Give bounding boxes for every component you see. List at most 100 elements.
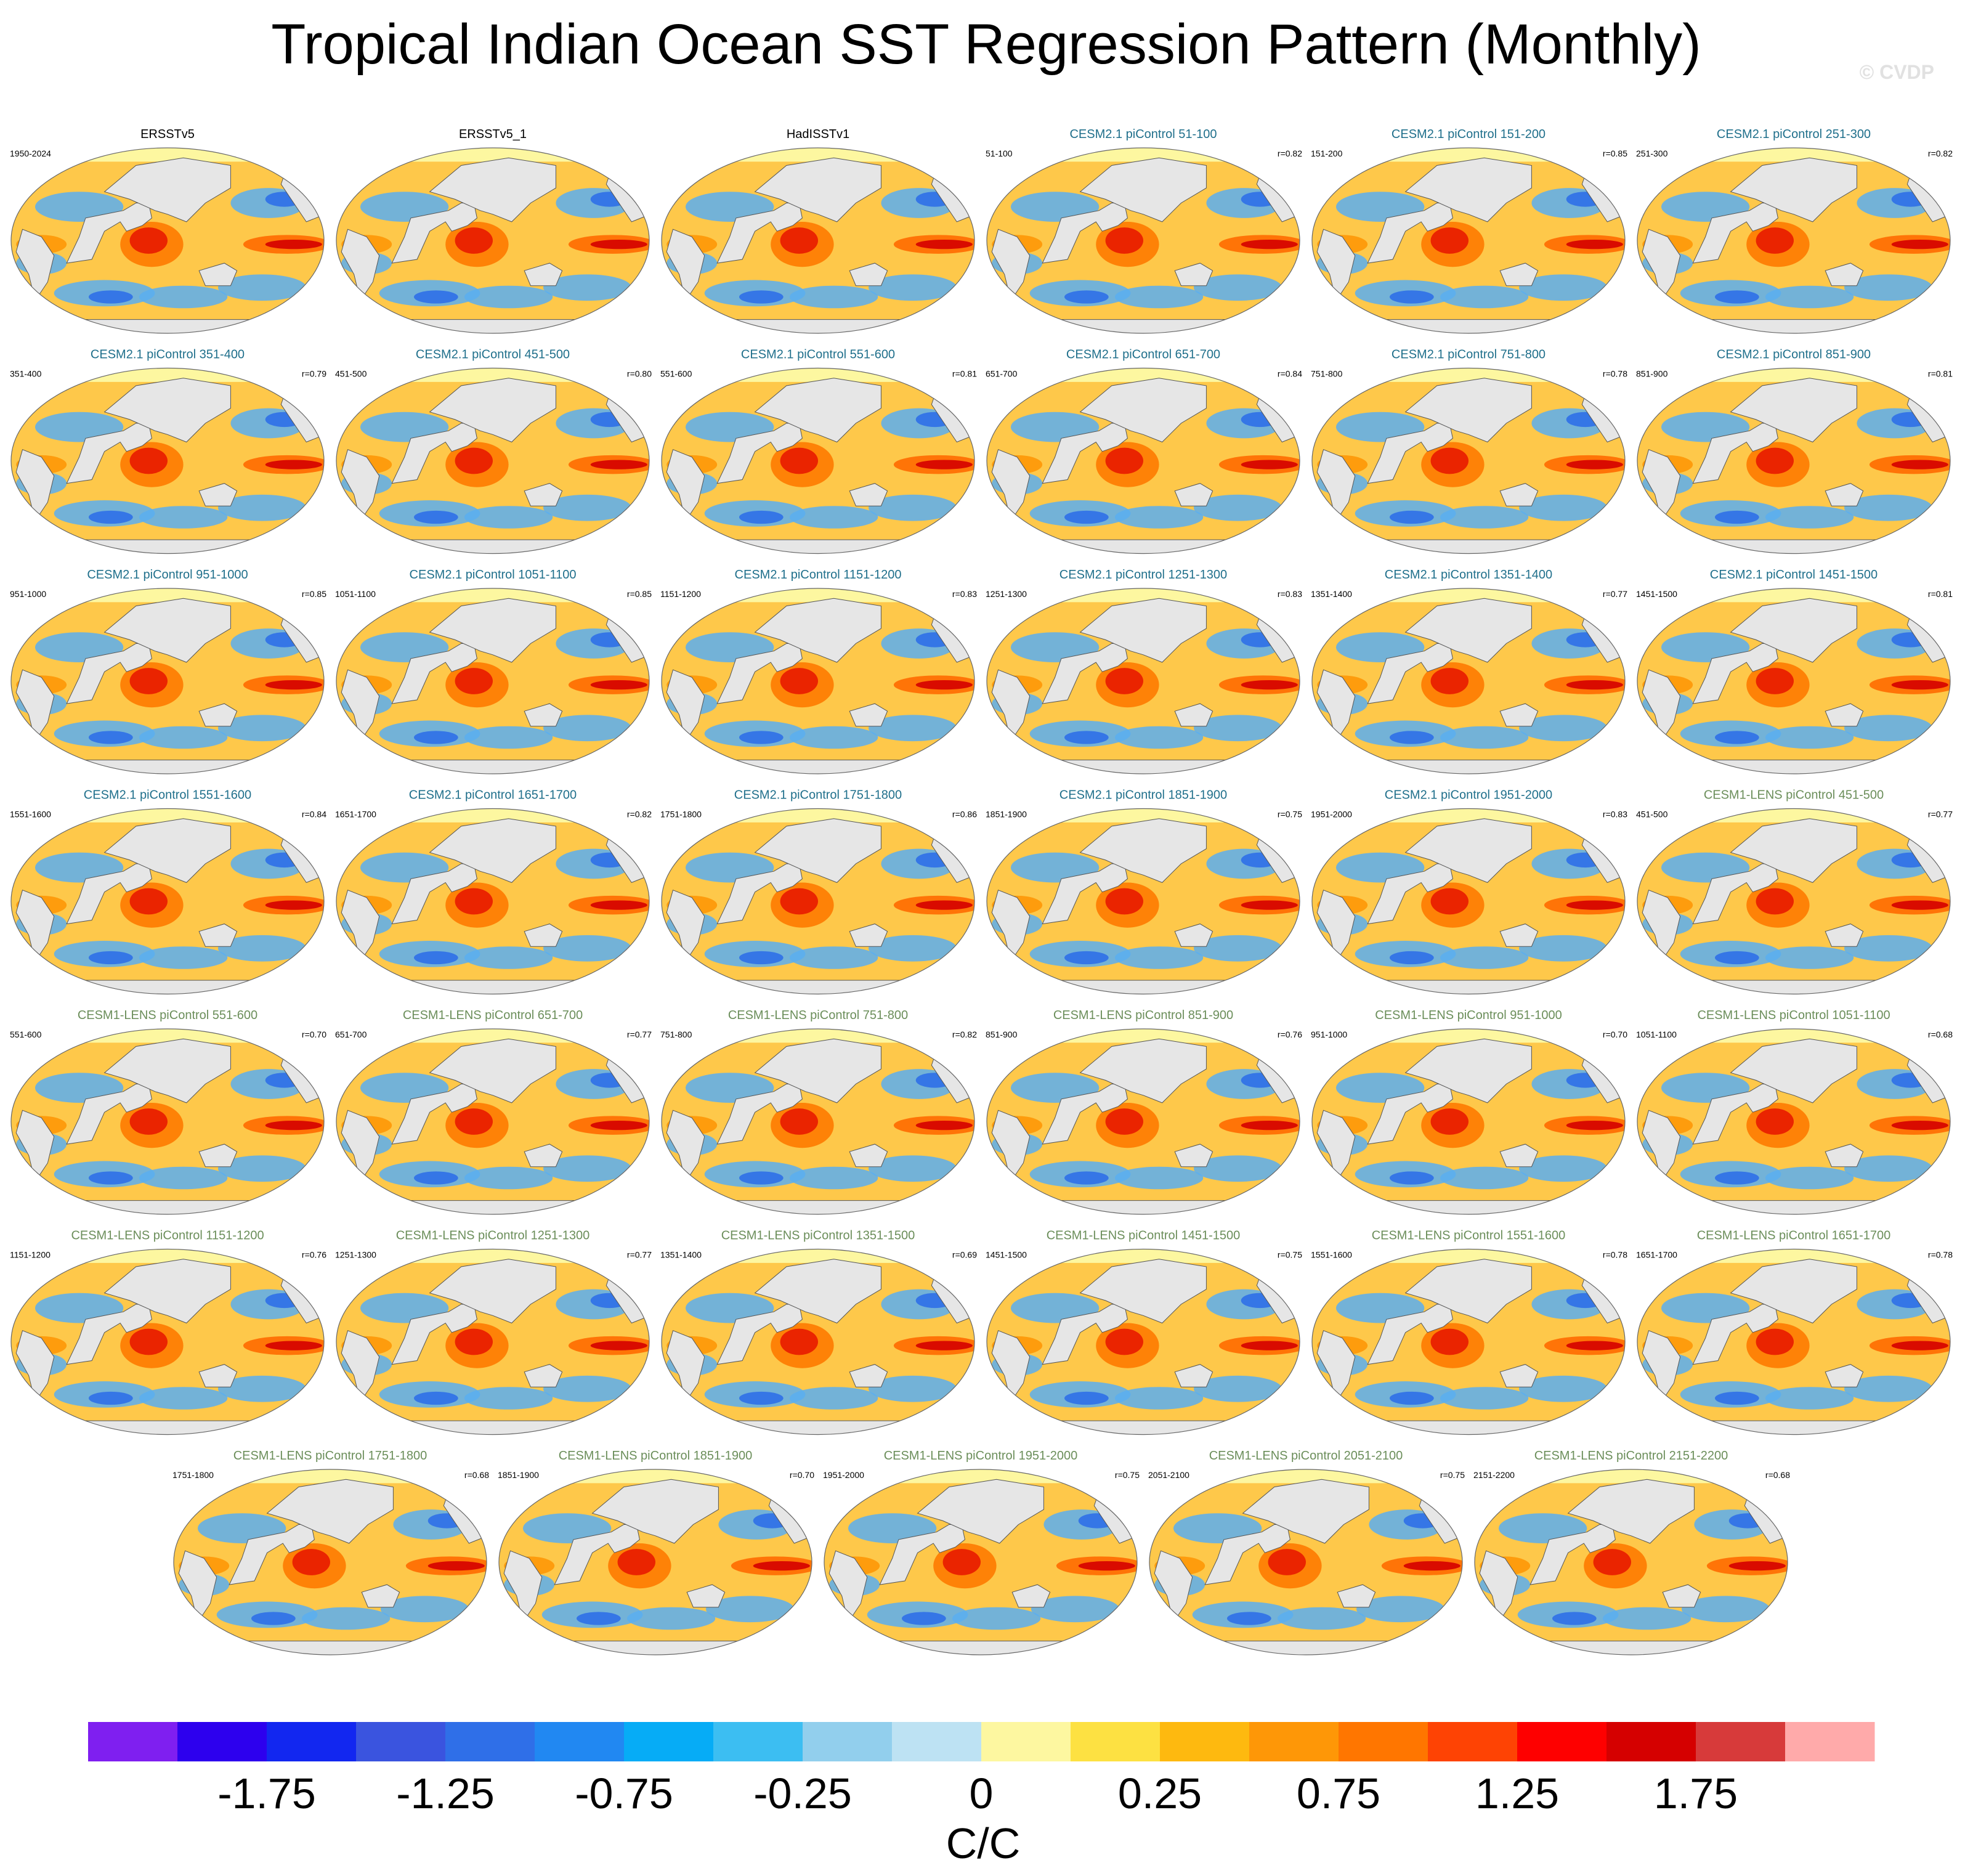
panel-title: CESM1-LENS piControl 751-800 bbox=[728, 1009, 908, 1022]
colorbar-box bbox=[1160, 1722, 1250, 1761]
panel-correlation-label: r=0.82 bbox=[1278, 148, 1302, 158]
panel-correlation-label: r=0.77 bbox=[1928, 810, 1953, 819]
panel-correlation-label: r=0.81 bbox=[1928, 589, 1953, 599]
colorbar-box bbox=[535, 1722, 625, 1761]
panel-period-label: 1251-1300 bbox=[986, 589, 1027, 599]
regression-map bbox=[986, 808, 1307, 996]
panel-period-label: 51-100 bbox=[986, 148, 1013, 158]
map-panel: CESM1-LENS piControl 1551-1600 1551-1600 r… bbox=[1311, 1229, 1632, 1436]
panel-period-label: 351-400 bbox=[10, 369, 42, 379]
panel-title: CESM2.1 piControl 1251-1300 bbox=[1059, 568, 1227, 582]
panel-correlation-label: r=0.76 bbox=[1278, 1029, 1302, 1039]
regression-map bbox=[986, 1248, 1307, 1436]
panel-period-label: 651-700 bbox=[986, 369, 1018, 379]
map-panel: CESM2.1 piControl 551-600 551-600 r=0.81 bbox=[660, 348, 982, 555]
map-panel: CESM2.1 piControl 51-100 51-100 r=0.82 bbox=[986, 128, 1307, 335]
map-panel: CESM2.1 piControl 1251-1300 1251-1300 r=0.… bbox=[986, 568, 1307, 775]
panel-title: CESM1-LENS piControl 851-900 bbox=[1053, 1009, 1233, 1022]
map-panel: CESM2.1 piControl 1451-1500 1451-1500 r=0.… bbox=[1636, 568, 1958, 775]
regression-map bbox=[986, 147, 1307, 335]
panel-correlation-label: r=0.77 bbox=[1603, 589, 1627, 599]
regression-map bbox=[986, 1028, 1307, 1216]
panel-title: CESM1-LENS piControl 1151-1200 bbox=[71, 1229, 264, 1243]
colorbar-box bbox=[1071, 1722, 1161, 1761]
panel-period-label: 851-900 bbox=[1636, 369, 1668, 379]
map-panel: CESM1-LENS piControl 1251-1300 1251-1300 r… bbox=[335, 1229, 657, 1436]
panel-period-label: 1950-2024 bbox=[10, 148, 51, 158]
panel-correlation-label: r=0.79 bbox=[302, 369, 326, 379]
panel-title: CESM2.1 piControl 251-300 bbox=[1717, 128, 1871, 141]
panel-correlation-label: r=0.81 bbox=[1928, 369, 1953, 379]
colorbar-tick-label: -0.75 bbox=[575, 1769, 673, 1817]
panel-title: CESM2.1 piControl 1951-2000 bbox=[1385, 789, 1552, 802]
map-panel: CESM2.1 piControl 151-200 151-200 r=0.85 bbox=[1311, 128, 1632, 335]
colorbar-tick-label: 1.75 bbox=[1654, 1769, 1738, 1817]
map-panel: CESM2.1 piControl 1551-1600 1551-1600 r=0.… bbox=[10, 789, 331, 996]
panel-title: CESM1-LENS piControl 1851-1900 bbox=[559, 1449, 753, 1463]
colorbar-box bbox=[1249, 1722, 1339, 1761]
colorbar-tick-label: 0.25 bbox=[1118, 1769, 1202, 1817]
colorbar-tick-label: -1.75 bbox=[217, 1769, 316, 1817]
panel-period-label: 1751-1800 bbox=[660, 810, 702, 819]
colorbar-tick-label: -1.25 bbox=[396, 1769, 495, 1817]
colorbar-tick-label: 0.75 bbox=[1297, 1769, 1380, 1817]
colorbar-box bbox=[1785, 1722, 1875, 1761]
regression-map bbox=[335, 147, 657, 335]
colorbar-box bbox=[1339, 1722, 1428, 1761]
panel-period-label: 751-800 bbox=[1311, 369, 1343, 379]
panel-title: CESM2.1 piControl 351-400 bbox=[91, 348, 245, 362]
regression-map bbox=[1636, 1028, 1958, 1216]
map-panel: CESM1-LENS piControl 751-800 751-800 r=0.8… bbox=[660, 1009, 982, 1216]
panel-correlation-label: r=0.70 bbox=[1603, 1029, 1627, 1039]
map-panel: CESM2.1 piControl 251-300 251-300 r=0.82 bbox=[1636, 128, 1958, 335]
regression-map bbox=[1148, 1468, 1470, 1656]
panel-correlation-label: r=0.81 bbox=[952, 369, 977, 379]
panel-correlation-label: r=0.82 bbox=[952, 1029, 977, 1039]
panel-period-label: 1351-1400 bbox=[1311, 589, 1352, 599]
panel-correlation-label: r=0.75 bbox=[1440, 1470, 1465, 1480]
panel-title: CESM1-LENS piControl 2051-2100 bbox=[1209, 1449, 1403, 1463]
panel-title: CESM1-LENS piControl 1051-1100 bbox=[1697, 1009, 1890, 1022]
panel-title: CESM2.1 piControl 1351-1400 bbox=[1385, 568, 1552, 582]
regression-map bbox=[660, 587, 982, 775]
regression-map bbox=[498, 1468, 819, 1656]
panel-correlation-label: r=0.86 bbox=[952, 810, 977, 819]
regression-map bbox=[823, 1468, 1145, 1656]
map-panel: ERSSTv5 1950-2024 bbox=[10, 128, 331, 335]
map-panel: CESM1-LENS piControl 1451-1500 1451-1500 r… bbox=[986, 1229, 1307, 1436]
panel-title: CESM2.1 piControl 151-200 bbox=[1392, 128, 1546, 141]
regression-map bbox=[335, 1028, 657, 1216]
map-panel: CESM2.1 piControl 651-700 651-700 r=0.84 bbox=[986, 348, 1307, 555]
panel-correlation-label: r=0.76 bbox=[302, 1250, 326, 1260]
colorbar-box bbox=[177, 1722, 267, 1761]
page-title: Tropical Indian Ocean SST Regression Pat… bbox=[271, 13, 1701, 76]
map-panel: CESM1-LENS piControl 851-900 851-900 r=0.7… bbox=[986, 1009, 1307, 1216]
map-panel: CESM1-LENS piControl 1151-1200 1151-1200 r… bbox=[10, 1229, 331, 1436]
panel-title: CESM2.1 piControl 451-500 bbox=[416, 348, 570, 362]
panel-correlation-label: r=0.85 bbox=[627, 589, 652, 599]
panel-period-label: 951-1000 bbox=[10, 589, 46, 599]
regression-map bbox=[660, 147, 982, 335]
colorbar-units-label: C/C bbox=[946, 1819, 1021, 1867]
panel-correlation-label: r=0.75 bbox=[1278, 810, 1302, 819]
panel-period-label: 1151-1200 bbox=[10, 1250, 51, 1260]
panel-correlation-label: r=0.68 bbox=[464, 1470, 489, 1480]
panel-title: CESM2.1 piControl 551-600 bbox=[741, 348, 895, 362]
panel-period-label: 1651-1700 bbox=[335, 810, 376, 819]
panel-title: HadISSTv1 bbox=[787, 128, 849, 141]
regression-map bbox=[10, 1028, 331, 1216]
panel-title: CESM2.1 piControl 951-1000 bbox=[87, 568, 248, 582]
panel-title: CESM2.1 piControl 851-900 bbox=[1717, 348, 1871, 362]
panel-period-label: 151-200 bbox=[1311, 148, 1343, 158]
regression-map bbox=[660, 1028, 982, 1216]
map-panel: CESM2.1 piControl 1351-1400 1351-1400 r=0.… bbox=[1311, 568, 1632, 775]
map-panel: CESM2.1 piControl 1851-1900 1851-1900 r=0.… bbox=[986, 789, 1307, 996]
map-panel: CESM1-LENS piControl 2151-2200 2151-2200 r… bbox=[1473, 1449, 1795, 1656]
panel-correlation-label: r=0.83 bbox=[1603, 810, 1627, 819]
map-panel: CESM2.1 piControl 851-900 851-900 r=0.81 bbox=[1636, 348, 1958, 555]
map-panel: ERSSTv5_1 bbox=[335, 128, 657, 335]
panel-period-label: 1551-1600 bbox=[1311, 1250, 1352, 1260]
panel-correlation-label: r=0.78 bbox=[1928, 1250, 1953, 1260]
panel-title: CESM1-LENS piControl 1551-1600 bbox=[1372, 1229, 1566, 1243]
regression-map bbox=[1311, 1248, 1632, 1436]
